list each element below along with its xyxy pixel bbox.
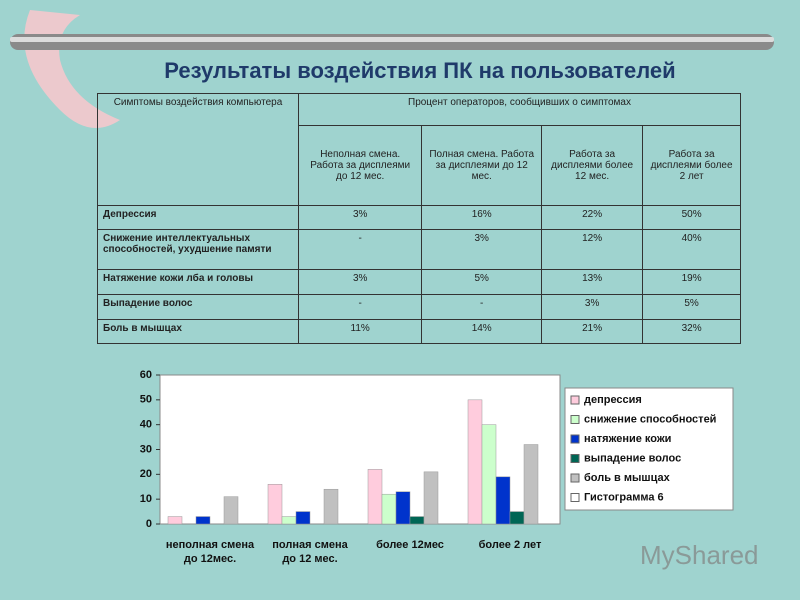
slide-title: Результаты воздействия ПК на пользовател… [164,58,676,83]
table-cell: - [421,294,543,320]
table-cell: 5% [421,269,543,295]
legend-label: боль в мышцах [584,472,671,484]
table-cell: 21% [541,319,644,344]
table-cell: Снижение интеллектуальных способностей, … [97,229,299,270]
bar [423,471,439,525]
y-tick-label: 50 [140,394,152,406]
bar [381,493,397,525]
bar [267,484,283,525]
y-tick-label: 30 [140,443,152,455]
y-tick-label: 0 [146,518,152,530]
legend-swatch [570,395,580,405]
table-row: Депрессия 3% 16% 22% 50% [97,205,741,230]
y-tick-label: 20 [140,468,152,480]
table-cell: - [297,229,423,270]
bar [509,511,525,525]
bar [223,496,239,525]
y-tick-label: 10 [140,493,152,505]
x-tick-label: более 2 лет [478,539,542,551]
table-row: Боль в мышцах 11% 14% 21% 32% [97,319,741,344]
legend-label: выпадение волос [584,452,681,464]
bar [523,444,539,525]
y-tick-label: 60 [140,369,152,381]
table-row: Симптомы воздействия компьютера Процент о… [97,93,741,206]
y-tick-label: 40 [140,419,152,431]
table-row: Выпадение волос - -3% 5% [97,294,741,320]
legend-swatch [570,493,580,502]
table-cell: Работа за дисплеями более 12 мес. [541,125,644,206]
table-cell: Натяжение кожи лба и головы [97,269,299,295]
bar [195,516,211,525]
bar [281,516,297,525]
bar [395,491,411,525]
legend-label: натяжение кожи [584,433,671,445]
legend-swatch [570,415,580,424]
bar [409,516,425,525]
table-cell: 32% [642,319,741,344]
legend-swatch [570,454,580,463]
bar [467,399,483,525]
table-cell: 50% [642,205,741,230]
bar [481,424,497,525]
legend-label: снижение способностей [584,413,716,425]
table-cell: Работа за дисплеями более 2 лет [642,125,741,206]
x-tick-label: более 12мес [376,539,444,551]
table-cell: Полная смена. Работа за дисплеями до 12 … [421,125,543,206]
table-row: Натяжение кожи лба и головы 3% 5% 13% 19% [97,269,741,295]
table: Симптомы воздействия компьютера Процент о… [97,93,741,344]
legend-swatch [570,473,580,483]
table-cell: 40% [642,229,741,270]
bar [167,516,183,525]
table-row: Снижение интеллектуальных способностей, … [97,229,741,270]
x-tick-label: неполная смена до 12мес. [165,539,255,565]
bar [323,488,339,525]
table-cell: - [297,294,423,320]
x-tick-label: полная смена до 12 мес. [272,539,348,565]
bar [367,469,383,525]
table-cell: 19% [642,269,741,295]
table-cell: 3% [297,205,423,230]
watermark: MyShared [640,540,759,570]
table-cell: 11% [297,319,423,344]
legend-label: депрессия [584,394,642,406]
legend [564,387,734,511]
table-cell: Симптомы воздействия компьютера [97,93,299,206]
legend-label: Гистограмма 6 [584,491,664,503]
bar [295,511,311,525]
table-cell: Процент операторов, сообщивших о симптом… [298,93,741,126]
bar [495,476,511,525]
table-cell: Неполная смена. Работа за дисплеями до 1… [297,125,423,206]
table-cell: 12% [541,229,644,270]
table-cell: 5% [642,294,741,320]
table-row: Неполная смена. Работа за дисплеями до 1… [98,125,741,206]
legend-swatch [570,434,580,444]
